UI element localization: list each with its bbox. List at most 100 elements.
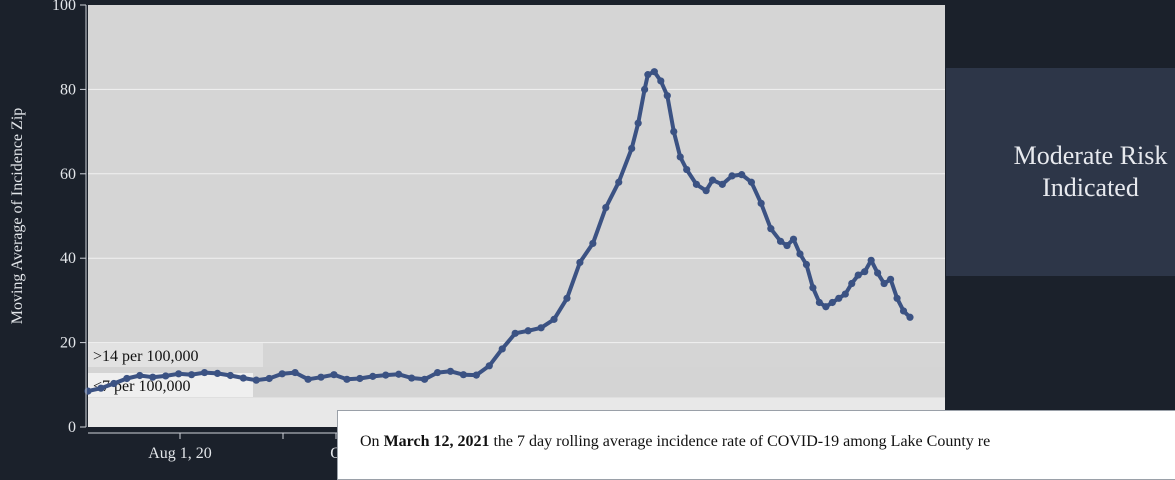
data-point-46 — [650, 68, 658, 76]
data-point-22 — [369, 372, 377, 380]
x-tick-label-1: O — [330, 445, 342, 462]
data-point-21 — [356, 374, 364, 383]
data-point-3 — [123, 374, 131, 383]
y-tick-label-80: 80 — [60, 81, 76, 98]
data-point-29 — [459, 371, 468, 379]
data-point-9 — [200, 368, 209, 377]
data-point-38 — [576, 258, 584, 267]
data-point-77 — [880, 279, 888, 288]
data-point-79 — [893, 294, 901, 302]
data-point-0 — [84, 387, 92, 395]
y-axis-label: Moving Average of Incidence Zip — [9, 108, 26, 325]
data-point-42 — [628, 144, 636, 153]
data-point-57 — [738, 171, 746, 179]
y-tick-label-0: 0 — [68, 419, 76, 436]
y-tick-label-20: 20 — [60, 335, 76, 352]
data-point-64 — [796, 250, 804, 258]
data-point-41 — [615, 178, 623, 186]
data-point-63 — [789, 235, 798, 243]
data-point-66 — [809, 284, 817, 292]
data-point-31 — [485, 362, 493, 370]
data-point-2 — [110, 379, 118, 388]
data-point-13 — [252, 376, 260, 384]
data-point-35 — [537, 324, 545, 332]
data-point-74 — [861, 268, 869, 276]
data-point-47 — [657, 77, 665, 85]
data-point-65 — [802, 260, 811, 269]
data-point-39 — [589, 239, 597, 248]
data-point-70 — [835, 294, 843, 302]
data-point-18 — [317, 373, 325, 381]
data-point-55 — [718, 180, 726, 188]
data-point-52 — [692, 180, 701, 188]
data-point-76 — [874, 269, 882, 277]
data-point-53 — [702, 187, 710, 195]
data-point-40 — [602, 203, 610, 212]
data-point-48 — [663, 92, 671, 100]
data-point-37 — [563, 294, 571, 302]
info-suffix: the 7 day rolling average incidence rate… — [489, 433, 991, 450]
data-point-14 — [265, 374, 273, 383]
y-tick-label-60: 60 — [60, 166, 76, 183]
data-point-34 — [524, 327, 532, 335]
data-point-8 — [187, 371, 196, 379]
plot-area: >14 per 100,000<7 per 100,000 — [84, 5, 945, 427]
data-point-15 — [278, 370, 286, 378]
data-point-25 — [408, 374, 416, 382]
data-point-45 — [644, 71, 652, 79]
data-point-23 — [382, 371, 390, 379]
data-point-6 — [162, 372, 170, 380]
data-point-72 — [848, 279, 856, 288]
data-point-59 — [757, 199, 765, 207]
data-point-68 — [822, 303, 830, 311]
data-point-75 — [867, 256, 875, 264]
y-tick-label-100: 100 — [52, 0, 76, 14]
info-date: March 12, 2021 — [383, 433, 490, 450]
data-point-50 — [676, 153, 684, 161]
band-label-box-0 — [88, 343, 263, 367]
data-point-44 — [641, 85, 649, 93]
data-point-49 — [670, 128, 678, 136]
band-label-0: >14 per 100,000 — [93, 348, 198, 365]
info-text: On March 12, 2021 the 7 day rolling aver… — [360, 433, 1175, 451]
data-point-32 — [498, 345, 506, 353]
info-box: On March 12, 2021 the 7 day rolling aver… — [337, 410, 1175, 480]
info-prefix: On — [360, 433, 384, 450]
data-point-81 — [906, 313, 914, 321]
data-point-19 — [330, 371, 338, 379]
data-point-67 — [815, 298, 823, 307]
data-point-78 — [886, 275, 895, 283]
data-point-61 — [776, 237, 785, 245]
data-point-20 — [343, 375, 351, 383]
y-tick-label-40: 40 — [60, 250, 76, 267]
data-point-43 — [634, 119, 642, 127]
data-point-51 — [683, 165, 691, 174]
series-line-0 — [87, 69, 912, 394]
data-point-11 — [226, 371, 234, 380]
risk-level-text: Moderate Risk Indicated — [1013, 141, 1168, 202]
data-point-30 — [472, 371, 480, 379]
data-point-26 — [420, 375, 429, 383]
data-point-62 — [783, 241, 791, 250]
data-point-36 — [550, 315, 558, 323]
data-point-27 — [433, 368, 442, 377]
data-point-17 — [304, 375, 312, 383]
x-tick-label-0: Aug 1, 20 — [148, 445, 212, 462]
data-point-24 — [395, 370, 403, 378]
data-point-56 — [728, 172, 736, 180]
data-point-16 — [291, 368, 299, 377]
data-point-69 — [828, 298, 836, 307]
data-point-73 — [854, 271, 862, 279]
data-point-58 — [747, 178, 756, 186]
data-point-7 — [175, 370, 183, 378]
data-point-71 — [841, 290, 849, 298]
data-point-60 — [767, 225, 775, 233]
data-point-5 — [149, 373, 157, 381]
data-point-80 — [899, 307, 908, 315]
data-point-1 — [97, 384, 105, 392]
data-point-10 — [213, 369, 222, 378]
data-point-33 — [511, 329, 519, 337]
data-point-28 — [446, 367, 455, 375]
data-point-54 — [708, 176, 717, 184]
risk-panel: Moderate Risk Indicated — [946, 68, 1175, 276]
